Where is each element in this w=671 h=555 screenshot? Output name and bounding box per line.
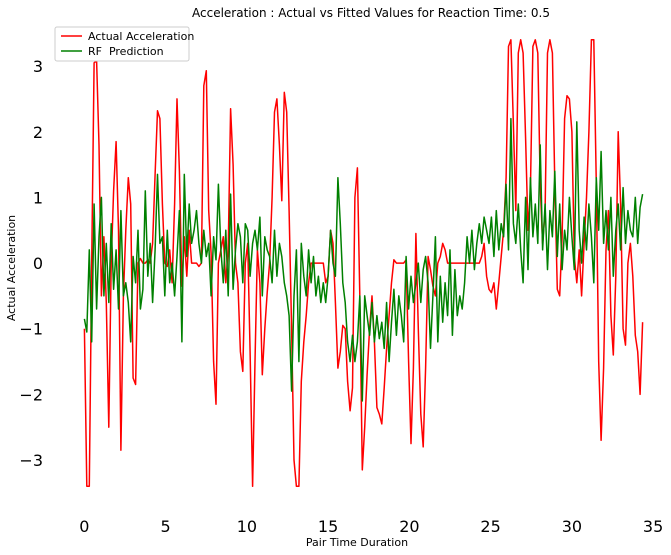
y-tick-label: 3 [33, 57, 43, 76]
x-tick-label: 20 [399, 517, 419, 536]
y-tick-label: 1 [33, 188, 43, 207]
chart-title: Acceleration : Actual vs Fitted Values f… [192, 6, 550, 20]
legend-box [54, 26, 190, 62]
y-tick-label: 2 [33, 123, 43, 142]
y-tick-label: −3 [19, 451, 43, 470]
x-tick-label: 10 [237, 517, 257, 536]
y-axis-ticks: −3 −2 −1 0 1 2 3 [19, 57, 43, 470]
x-tick-label: 15 [318, 517, 338, 536]
y-axis-label: Actual Acceleration [5, 215, 18, 321]
legend-label-prediction: RF Prediction [88, 45, 164, 58]
legend-label-actual: Actual Acceleration [88, 30, 194, 43]
plot-area [83, 39, 644, 488]
x-tick-label: 0 [79, 517, 89, 536]
y-tick-label: 0 [33, 254, 43, 273]
x-tick-label: 35 [643, 517, 663, 536]
y-tick-label: −2 [19, 385, 43, 404]
series-line-prediction [83, 117, 644, 402]
x-tick-label: 30 [562, 517, 582, 536]
series-line-actual [83, 39, 644, 488]
legend: Actual Acceleration RF Prediction [54, 26, 194, 62]
x-axis-ticks: 0 5 10 15 20 25 30 35 [79, 517, 663, 536]
x-tick-label: 5 [161, 517, 171, 536]
y-tick-label: −1 [19, 320, 43, 339]
x-axis-label: Pair Time Duration [306, 536, 408, 549]
x-tick-label: 25 [480, 517, 500, 536]
